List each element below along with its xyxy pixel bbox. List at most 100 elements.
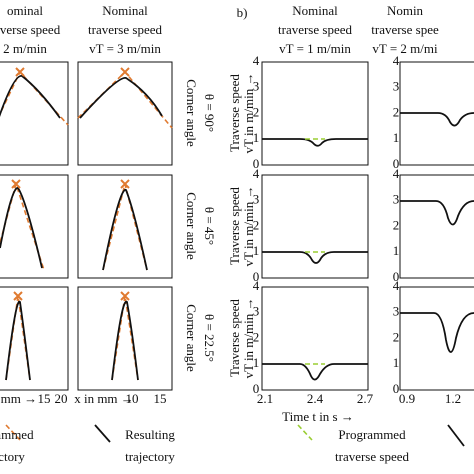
- plot-frame: [77, 286, 173, 391]
- x-tick-label: 1.2: [445, 391, 461, 406]
- resulting-speed: [400, 200, 474, 226]
- column-header: Nominal: [292, 3, 338, 18]
- legend-programmed: [5, 424, 21, 441]
- y-axis-label: Traverse speed: [227, 187, 242, 265]
- y-tick-label: 0: [393, 156, 400, 171]
- y-tick-label: 4: [253, 166, 260, 181]
- y-tick-label: 1: [253, 243, 260, 258]
- y-axis-label: vT in m/min →: [241, 185, 256, 266]
- column-header: traverse spee: [371, 22, 439, 37]
- y-tick-label: 0: [393, 269, 400, 284]
- resulting-trajectory: [79, 77, 163, 119]
- y-tick-label: 2: [393, 104, 400, 119]
- y-tick-label: 1: [393, 355, 400, 370]
- y-tick-label: 3: [253, 304, 260, 319]
- row-label: θ = 90°: [202, 94, 217, 132]
- y-tick-label: 2: [253, 329, 260, 344]
- resulting-trajectory: [111, 300, 139, 381]
- panel-a-plots: [0, 61, 173, 391]
- programmed-trajectory: [0, 70, 69, 126]
- x-tick-label: 15: [38, 391, 51, 406]
- y-tick-label: 2: [393, 217, 400, 232]
- row-label: Corner angle: [184, 79, 199, 147]
- row-label: Corner angle: [184, 192, 199, 260]
- y-tick-label: 4: [393, 53, 400, 68]
- legend-label: trajectory: [125, 449, 175, 464]
- legend-label: traverse speed: [335, 449, 409, 464]
- y-axis-label: Traverse speed: [227, 74, 242, 152]
- y-tick-label: 4: [253, 278, 260, 293]
- y-tick-label: 1: [393, 130, 400, 145]
- plot-frame: [399, 286, 474, 391]
- plot-frame: [261, 61, 369, 166]
- resulting-trajectory: [0, 187, 43, 269]
- y-tick-label: 4: [393, 278, 400, 293]
- resulting-trajectory: [102, 189, 148, 271]
- corner-markers: [11, 67, 130, 301]
- x-tick-label: 2.7: [357, 391, 374, 406]
- legend-label: trajectory: [0, 449, 25, 464]
- column-header: traverse speed: [88, 22, 162, 37]
- plot-frame: [77, 174, 173, 279]
- x-tick-label: 2.1: [257, 391, 273, 406]
- programmed-trajectory: [5, 295, 31, 381]
- plot-frame: [77, 61, 173, 166]
- y-tick-label: 0: [253, 269, 260, 284]
- legend-label: Programmed: [0, 427, 34, 442]
- resulting-trajectory: [5, 300, 31, 381]
- legend-label: Resulting: [125, 427, 175, 442]
- legend-resulting: [94, 424, 111, 443]
- programmed-trajectory: [77, 70, 173, 129]
- column-header: 2 m/min: [3, 41, 47, 56]
- plot-frame: [0, 286, 69, 391]
- panel-b-plots: [261, 61, 474, 391]
- column-header: ominal: [7, 3, 43, 18]
- y-tick-label: 1: [393, 243, 400, 258]
- column-header: Nomin: [387, 3, 424, 18]
- x-tick-label: 20: [55, 391, 68, 406]
- x-tick-label: 15: [154, 391, 167, 406]
- x-axis-label: Time t in s →: [282, 409, 354, 424]
- y-tick-label: 3: [393, 79, 400, 94]
- legend-label: Programmed: [338, 427, 406, 442]
- resulting-speed: [400, 312, 474, 353]
- y-axis-label: vT in m/min →: [241, 72, 256, 153]
- plot-frame: [0, 174, 69, 279]
- resulting-speed: [262, 138, 368, 147]
- legend-programmed-speed: [297, 424, 313, 441]
- y-tick-label: 2: [253, 104, 260, 119]
- column-header: vT = 1 m/min: [279, 41, 351, 56]
- resulting-speed: [262, 363, 368, 381]
- resulting-speed: [262, 251, 368, 264]
- y-tick-label: 4: [253, 53, 260, 68]
- y-tick-label: 2: [253, 217, 260, 232]
- column-header: traverse speed: [278, 22, 352, 37]
- panel-label: b): [237, 5, 248, 20]
- column-header: raverse speed: [0, 22, 61, 37]
- programmed-trajectory: [102, 183, 148, 271]
- resulting-speed: [400, 112, 474, 127]
- x-tick-label: n mm →: [0, 391, 37, 406]
- column-header: Nominal: [102, 3, 148, 18]
- plot-frame: [0, 61, 69, 166]
- y-axis-label: Traverse speed: [227, 299, 242, 377]
- y-tick-label: 3: [253, 192, 260, 207]
- x-tick-label: 10: [126, 391, 139, 406]
- x-tick-label: 0.9: [399, 391, 415, 406]
- programmed-trajectory: [111, 295, 139, 381]
- y-tick-label: 3: [393, 192, 400, 207]
- y-tick-label: 1: [253, 130, 260, 145]
- y-tick-label: 4: [393, 166, 400, 181]
- plot-frame: [399, 174, 474, 279]
- resulting-trajectory: [0, 75, 61, 119]
- y-tick-label: 0: [253, 156, 260, 171]
- y-tick-label: 2: [393, 329, 400, 344]
- plot-frame: [261, 286, 369, 391]
- y-tick-label: 0: [393, 381, 400, 396]
- y-tick-label: 1: [253, 355, 260, 370]
- row-label: θ = 45°: [202, 207, 217, 245]
- row-label: θ = 22.5°: [202, 314, 217, 362]
- row-label: Corner angle: [184, 304, 199, 372]
- plot-frame: [261, 174, 369, 279]
